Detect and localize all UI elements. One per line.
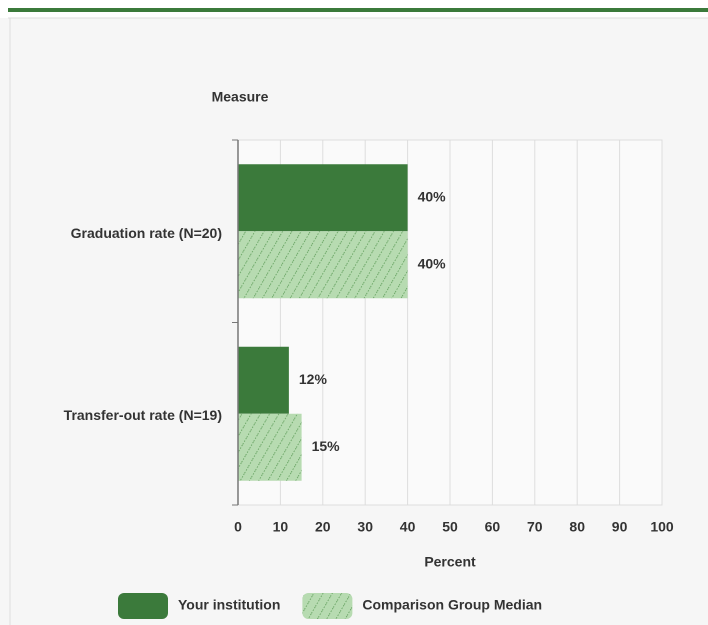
x-tick-label: 70 bbox=[527, 519, 543, 535]
legend-label: Comparison Group Median bbox=[362, 597, 542, 613]
y-tick-label: Graduation rate (N=20) bbox=[70, 224, 222, 241]
x-tick-label: 40 bbox=[400, 519, 416, 535]
x-tick-label: 10 bbox=[273, 519, 289, 535]
x-tick-label: 100 bbox=[650, 519, 674, 535]
legend-swatch bbox=[302, 593, 353, 619]
x-tick-label: 80 bbox=[569, 519, 585, 535]
x-tick-label: 50 bbox=[442, 519, 458, 535]
x-axis-label: Percent bbox=[424, 554, 476, 570]
value-label: 40% bbox=[418, 255, 447, 271]
x-tick-label: 90 bbox=[612, 519, 628, 535]
bar bbox=[238, 164, 408, 232]
x-tick-label: 30 bbox=[357, 519, 373, 535]
value-label: 40% bbox=[418, 188, 447, 204]
x-tick-label: 20 bbox=[315, 519, 331, 535]
x-tick-label: 0 bbox=[234, 519, 242, 535]
value-label: 12% bbox=[299, 371, 328, 387]
bar bbox=[238, 346, 289, 414]
legend-swatch bbox=[118, 593, 168, 619]
value-label: 15% bbox=[312, 438, 341, 454]
bar bbox=[238, 231, 408, 299]
y-axis-label: Measure bbox=[212, 89, 269, 105]
top-bar bbox=[8, 8, 708, 12]
x-tick-label: 60 bbox=[485, 519, 501, 535]
bar bbox=[238, 413, 302, 481]
y-tick-label: Transfer-out rate (N=19) bbox=[63, 407, 222, 424]
legend-label: Your institution bbox=[178, 597, 280, 613]
